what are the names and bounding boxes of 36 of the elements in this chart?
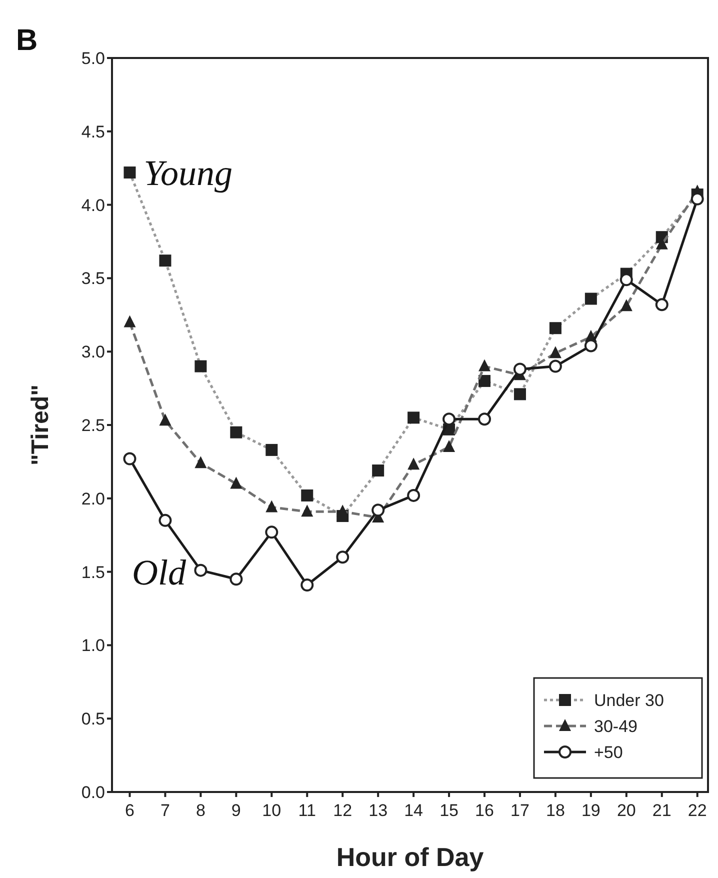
y-tick-label: 3.5 — [81, 269, 105, 288]
x-tick-label: 9 — [231, 801, 241, 820]
y-tick-label: 4.0 — [81, 196, 105, 215]
y-tick-label: 4.5 — [81, 122, 105, 142]
legend-label: Under 30 — [594, 690, 664, 710]
y-tick-label: 0.0 — [81, 782, 105, 802]
y-tick-label: 5.0 — [81, 48, 105, 68]
x-tick-label: 14 — [404, 801, 424, 820]
x-axis-title: Hour of Day — [336, 842, 484, 872]
x-tick-label: 11 — [298, 801, 316, 820]
x-tick-label: 17 — [510, 801, 530, 820]
x-tick-label: 8 — [196, 801, 206, 820]
y-axis-title: "Tired" — [27, 384, 54, 466]
y-tick-label: 1.0 — [81, 636, 105, 656]
x-tick-label: 18 — [546, 801, 565, 820]
y-tick-label: 1.5 — [81, 562, 105, 582]
y-tick-label: 3.0 — [81, 342, 105, 362]
x-tick-label: 16 — [475, 801, 494, 820]
y-tick-label: 2.0 — [81, 489, 105, 508]
annotation: Young — [144, 153, 232, 194]
x-tick-label: 12 — [333, 801, 352, 820]
x-tick-label: 22 — [688, 801, 707, 820]
x-tick-label: 20 — [616, 801, 636, 820]
legend-label: +50 — [594, 742, 623, 762]
x-tick-label: 19 — [581, 801, 600, 820]
y-tick-label: 2.5 — [81, 416, 105, 435]
x-tick-label: 15 — [440, 801, 458, 820]
x-tick-label: 13 — [368, 801, 388, 820]
x-tick-label: 21 — [652, 801, 672, 820]
x-tick-label: 7 — [160, 801, 170, 820]
annotation: Old — [132, 552, 187, 592]
x-tick-label: 10 — [262, 801, 282, 820]
text: B — [16, 24, 38, 57]
legend-label: 30-49 — [594, 716, 638, 736]
x-tick-label: 6 — [125, 801, 134, 820]
y-tick-label: 0.5 — [81, 710, 105, 729]
